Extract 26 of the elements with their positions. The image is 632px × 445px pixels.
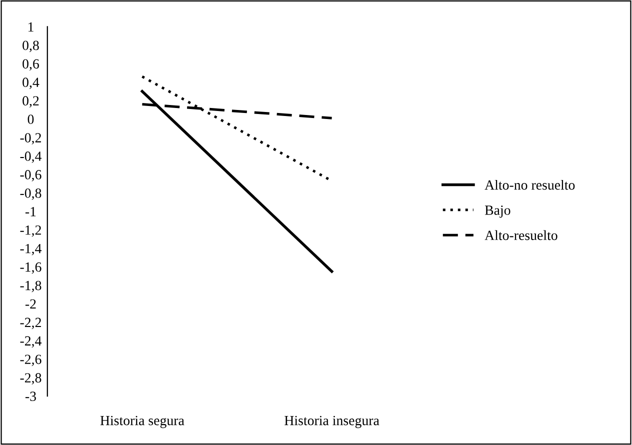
y-tick-label: -1,2 [20, 225, 41, 237]
y-tick-label: -0,4 [20, 152, 42, 163]
y-tick-label: 0,2 [22, 96, 39, 108]
y-tick-label: -2,2 [20, 318, 41, 330]
y-tick-label: -1 [25, 207, 36, 216]
y-tick-label: -0,8 [20, 188, 42, 200]
y-tick-label: -2,4 [20, 336, 42, 348]
legend-label: Bajo [484, 206, 510, 218]
y-tick-label: -0,6 [20, 170, 42, 182]
x-tick-label: Historia segura [100, 416, 184, 428]
y-tick-label: 1 [28, 22, 34, 32]
y-tick-label: 0,8 [22, 40, 39, 52]
y-tick-label: 0 [28, 114, 34, 124]
y-tick-label: -1,6 [20, 262, 42, 274]
y-tick-label: -0,2 [20, 133, 41, 144]
y-tick-label: 0,4 [22, 78, 40, 90]
y-tick-label: -1,8 [20, 280, 42, 292]
y-tick-label: -2 [25, 299, 36, 309]
x-tick-label: Historia insegura [284, 416, 380, 428]
y-tick-label: -1,4 [20, 244, 42, 256]
legend-label: Alto-no resuelto [484, 180, 575, 190]
y-tick-label: -2,8 [20, 373, 42, 385]
legend-label: Alto-resuelto [484, 230, 558, 240]
y-tick-label: -2,6 [20, 354, 42, 366]
y-tick-label: 0,6 [22, 59, 39, 71]
y-tick-label: -3 [25, 392, 36, 402]
